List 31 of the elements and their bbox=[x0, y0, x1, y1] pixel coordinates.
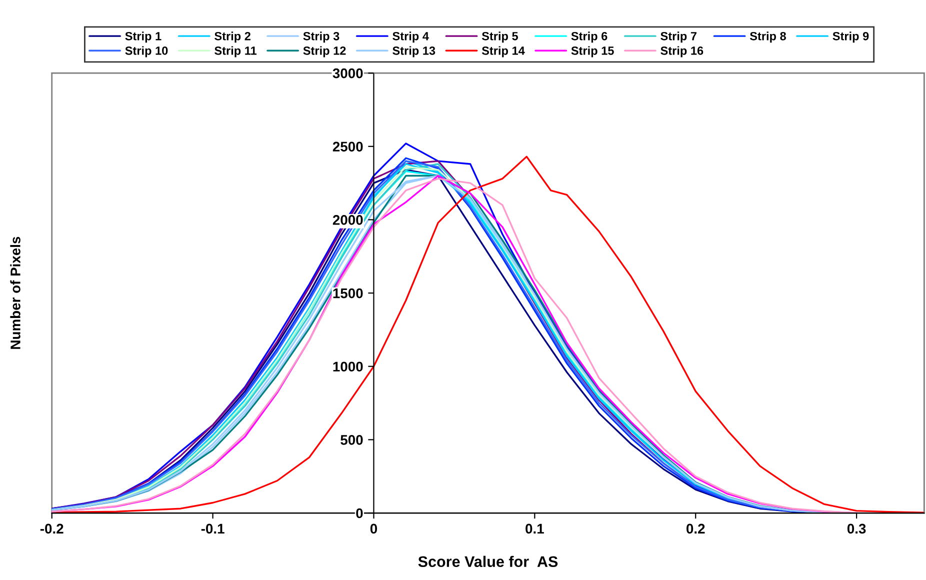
y-tick-label: 1500 bbox=[333, 288, 363, 298]
x-tick-label: 0.3 bbox=[847, 524, 866, 534]
legend-label: Strip 3 bbox=[303, 32, 340, 43]
y-tick-label: 2500 bbox=[332, 142, 363, 152]
x-tick-label: -0.2 bbox=[40, 524, 64, 534]
legend-label: Strip 16 bbox=[660, 46, 704, 58]
legend-label: Strip 5 bbox=[482, 32, 518, 43]
x-tick-label: 0.1 bbox=[526, 524, 544, 534]
legend-label: Strip 14 bbox=[482, 46, 525, 58]
legend-label: Strip 10 bbox=[125, 46, 168, 58]
legend-label: Strip 9 bbox=[832, 32, 869, 43]
x-axis-title: Score Value for AS bbox=[418, 556, 558, 568]
y-tick-label: 0 bbox=[356, 508, 363, 518]
legend-label: Strip 4 bbox=[392, 32, 429, 43]
legend-label: Strip 11 bbox=[214, 46, 257, 58]
legend-label: Strip 7 bbox=[660, 32, 696, 43]
legend-label: Strip 8 bbox=[750, 32, 786, 43]
y-tick-label: 500 bbox=[340, 435, 363, 445]
y-tick-label: 2000 bbox=[332, 215, 363, 225]
legend-label: Strip 13 bbox=[392, 46, 436, 58]
x-tick-label: 0.2 bbox=[686, 524, 705, 534]
legend-label: Strip 6 bbox=[571, 32, 608, 43]
x-tick-label: -0.1 bbox=[201, 524, 224, 534]
y-tick-label: 1000 bbox=[333, 362, 363, 372]
x-tick-label: 0 bbox=[370, 524, 378, 534]
y-axis-title: Number of Pixels bbox=[10, 236, 20, 349]
legend-label: Strip 1 bbox=[125, 32, 162, 43]
y-tick-label: 3000 bbox=[332, 68, 363, 78]
legend-label: Strip 12 bbox=[303, 46, 346, 58]
legend-label: Strip 15 bbox=[571, 46, 614, 58]
legend-label: Strip 2 bbox=[214, 32, 250, 43]
